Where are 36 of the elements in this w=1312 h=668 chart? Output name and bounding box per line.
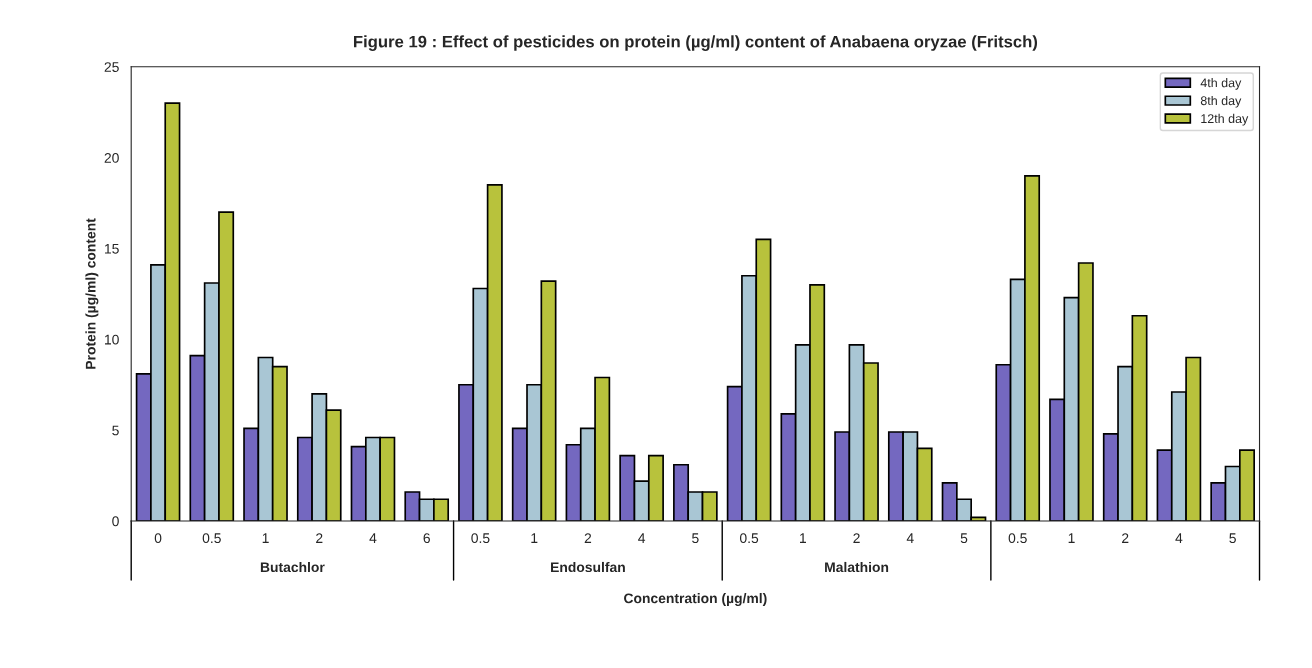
x-tick-label: 5 xyxy=(960,533,968,544)
x-tick-label: 4 xyxy=(369,533,377,543)
x-tick-label: 0.5 xyxy=(202,533,221,544)
x-tick-label: 4 xyxy=(1175,533,1183,543)
legend-label: 12th day xyxy=(1201,113,1249,126)
y-tick-label: 25 xyxy=(104,62,119,72)
text: Malathion xyxy=(825,561,889,573)
x-tick-label: 5 xyxy=(1229,533,1236,544)
x-tick-label: 2 xyxy=(584,533,592,543)
x-tick-label: 4 xyxy=(638,533,646,543)
x-tick-label: 1 xyxy=(1068,533,1075,543)
x-tick-label: 1 xyxy=(262,533,269,543)
y-tick-label: 0 xyxy=(112,516,119,527)
x-tick-label: 4 xyxy=(906,533,914,543)
y-axis-title: Protein (µg/ml) content xyxy=(85,218,99,369)
x-tick-label: 0.5 xyxy=(471,533,490,544)
x-tick-label: 1 xyxy=(531,533,538,543)
text: Butachlor xyxy=(260,561,325,573)
x-tick-label: 0 xyxy=(154,533,162,544)
chart-title: Figure 19 : Effect of pesticides on protein (µg/ml) content of Anabaena oryzae (Fritsch) xyxy=(354,35,1038,51)
y-tick-label: 15 xyxy=(105,243,119,254)
legend-label: 4th day xyxy=(1200,78,1242,90)
x-tick-label: 2 xyxy=(1122,533,1129,543)
x-tick-label: 0.5 xyxy=(739,533,759,544)
y-tick-label: 5 xyxy=(112,425,119,436)
legend-label: 8th day xyxy=(1200,95,1242,108)
y-tick-label: 10 xyxy=(105,334,119,345)
text: Endosulfan xyxy=(551,561,625,573)
x-tick-label: 0.5 xyxy=(1008,533,1027,544)
x-tick-label: 2 xyxy=(853,533,860,543)
x-tick-label: 1 xyxy=(800,533,806,543)
x-tick-label: 6 xyxy=(423,533,430,544)
x-axis-title: Concentration (µg/ml) xyxy=(624,593,767,607)
x-tick-label: 5 xyxy=(692,533,699,544)
y-tick-label: 20 xyxy=(104,152,119,163)
x-tick-label: 2 xyxy=(316,533,323,543)
